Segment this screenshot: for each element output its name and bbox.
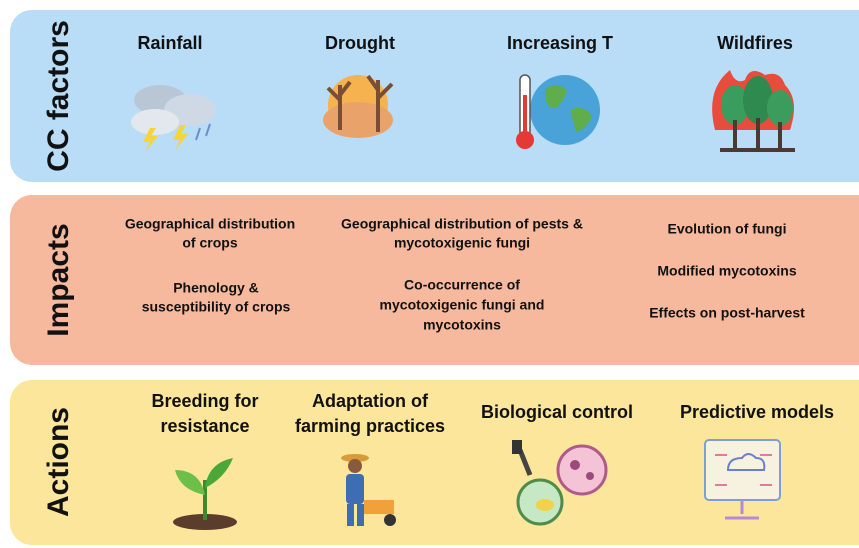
item-text: Breeding for <box>151 391 258 411</box>
item-text: Rainfall <box>137 33 202 53</box>
item-text: Geographical distribution <box>125 216 295 232</box>
panel-label: Impacts <box>42 223 75 336</box>
item-text: susceptibility of crops <box>142 299 291 315</box>
item-text: Phenology & <box>173 280 259 296</box>
panel-label: CC factors <box>42 20 75 172</box>
item-text: Evolution of fungi <box>668 221 787 237</box>
item-text: mycotoxigenic fungi <box>394 235 530 251</box>
panel-label: Actions <box>42 407 75 517</box>
item-text: Geographical distribution of pests & <box>341 216 583 232</box>
item-text: Co-occurrence of <box>404 277 520 293</box>
item-text: resistance <box>160 416 249 436</box>
item-text: Increasing T <box>507 33 613 53</box>
item-text: Adaptation of <box>312 391 429 411</box>
item-text: Modified mycotoxins <box>657 263 796 279</box>
item-text: Predictive models <box>680 402 834 422</box>
item-text: Biological control <box>481 402 633 422</box>
item-text: Wildfires <box>717 33 793 53</box>
item-text: Drought <box>325 33 395 53</box>
infographic: CC factors Rainfall Drought Increasing T Wil… <box>0 0 859 548</box>
item-text: farming practices <box>295 416 445 436</box>
item-text: mycotoxins <box>423 317 501 333</box>
item-text: mycotoxigenic fungi and <box>380 297 545 313</box>
item-text: Effects on post-harvest <box>649 305 805 321</box>
item-text: of crops <box>182 235 237 251</box>
